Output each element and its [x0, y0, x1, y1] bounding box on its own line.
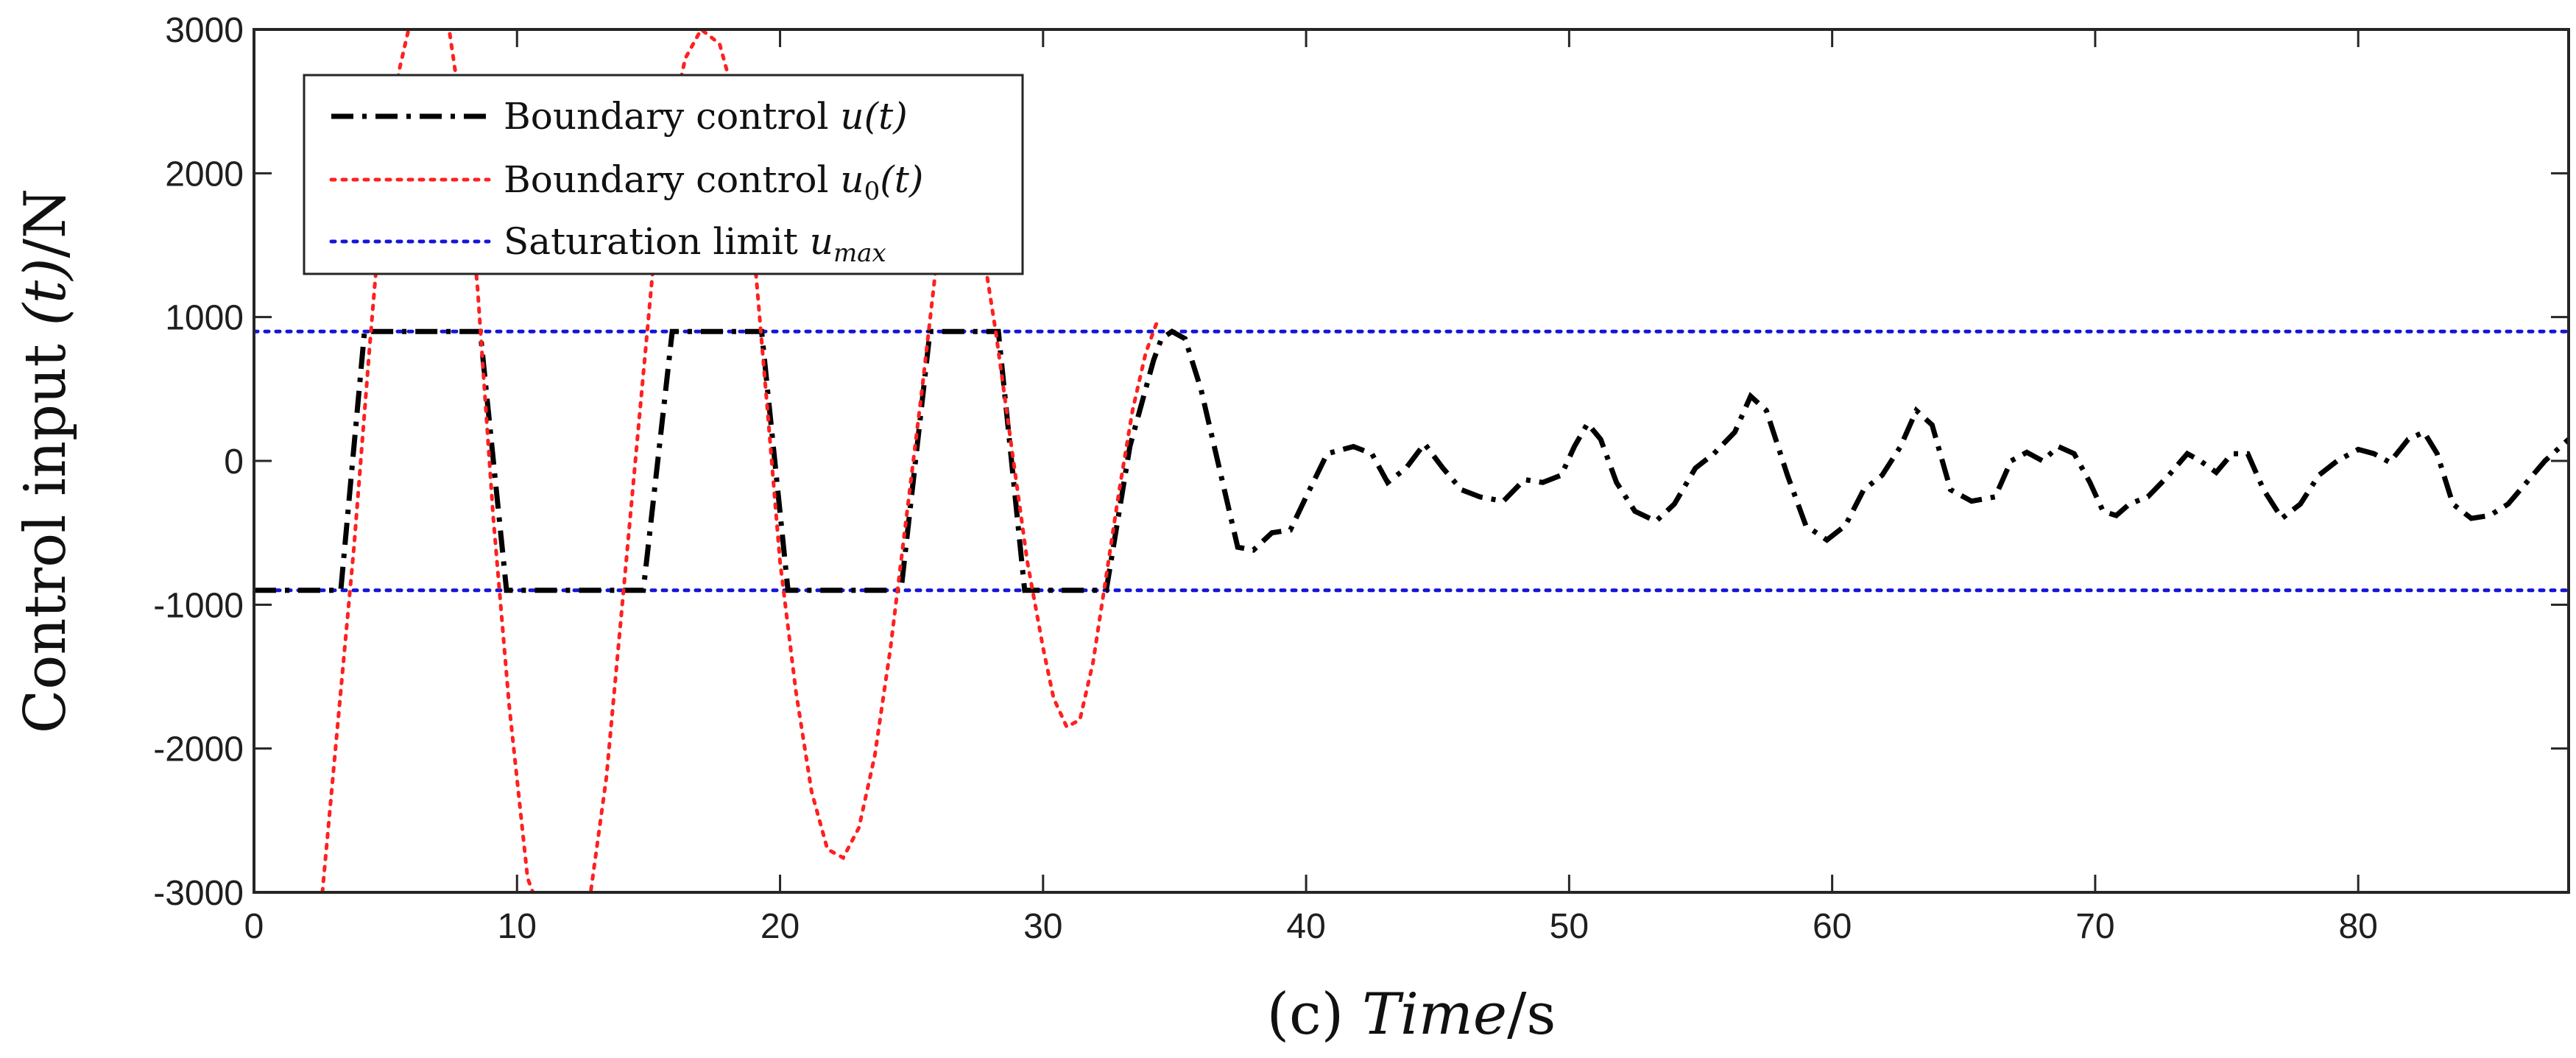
y-axis-label-text: Control input	[13, 326, 79, 734]
legend-label-umax-text: Saturation limit	[504, 220, 810, 263]
x-tick-label: 40	[1286, 907, 1325, 946]
x-axis-label-unit: /s	[1507, 981, 1556, 1048]
legend-label-u0-math: u	[840, 158, 864, 201]
x-tick-label: 30	[1023, 907, 1062, 946]
y-tick-label: 3000	[165, 11, 244, 50]
x-axis-label-prefix: (c)	[1267, 981, 1362, 1048]
y-tick-label: -3000	[153, 874, 244, 913]
x-tick-label: 10	[498, 907, 537, 946]
legend-label-u0-tail: (t)	[880, 158, 923, 201]
y-axis-label-var: (t)	[13, 258, 79, 325]
legend-label-umax-math: u	[810, 220, 833, 263]
y-tick-label: 0	[224, 442, 244, 482]
y-axis-label-unit: /N	[13, 188, 79, 258]
x-tick-label: 0	[244, 907, 264, 946]
y-axis-label: Control input (t)/N	[13, 188, 79, 733]
y-axis-ticks: -3000 -2000 -1000 0 1000 2000 3000	[153, 11, 2569, 913]
legend-label-u0-text: Boundary control	[504, 158, 840, 201]
legend-label-umax: Saturation limit umax	[504, 220, 886, 268]
boundary-control-u0-line	[320, 29, 1164, 892]
legend: Boundary control u(t) Boundary control u…	[303, 74, 1024, 275]
x-tick-label: 70	[2075, 907, 2114, 946]
legend-label-umax-sub: max	[833, 239, 886, 268]
y-tick-label: 1000	[165, 299, 244, 338]
x-tick-label: 20	[761, 907, 800, 946]
legend-label-u: Boundary control u(t)	[504, 95, 908, 138]
x-tick-label: 80	[2338, 907, 2377, 946]
series-layer	[254, 29, 2569, 892]
x-axis-label: (c) Time/s	[1267, 981, 1556, 1048]
boundary-control-u-line	[254, 328, 2569, 593]
x-tick-label: 50	[1550, 907, 1589, 946]
x-tick-label: 60	[1813, 907, 1852, 946]
x-axis-ticks: 0 10 20 30 40 50 60 70 80	[244, 29, 2378, 946]
legend-label-u0-sub: 0	[864, 177, 881, 206]
legend-label-u0: Boundary control u0(t)	[504, 158, 923, 206]
legend-label-u-math: u(t)	[840, 95, 907, 138]
y-tick-label: 2000	[165, 155, 244, 194]
x-axis-label-var: Time	[1362, 981, 1507, 1048]
y-tick-label: -2000	[153, 730, 244, 769]
y-tick-label: -1000	[153, 586, 244, 625]
legend-label-u-text: Boundary control	[504, 95, 840, 138]
